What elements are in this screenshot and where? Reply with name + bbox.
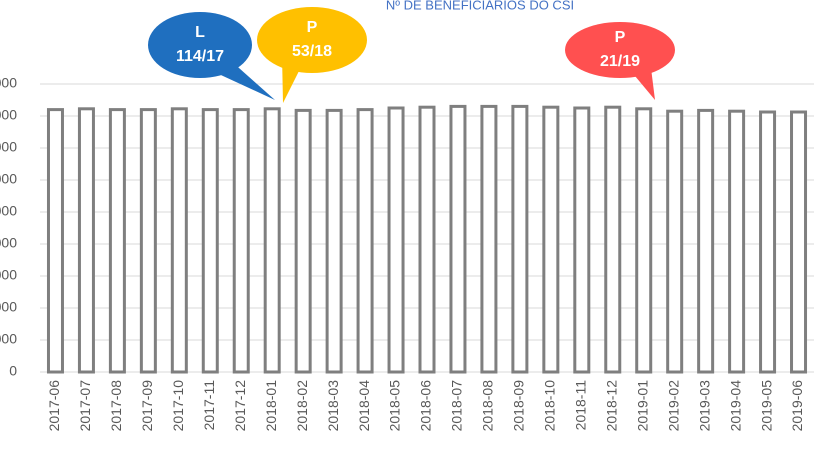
x-tick-label: 2018-11 <box>573 380 589 431</box>
y-tick-label: 0 <box>9 363 17 379</box>
x-tick-label: 2018-05 <box>387 380 403 432</box>
y-tick-label: 100 000 <box>0 203 17 219</box>
x-tick-label: 2018-09 <box>511 380 527 432</box>
bar <box>542 105 560 374</box>
bar <box>573 106 591 374</box>
y-tick-label: 140 000 <box>0 139 17 155</box>
x-tick-label: 2019-05 <box>758 380 774 432</box>
x-tick-label: 2018-04 <box>356 380 372 432</box>
bar <box>139 108 157 374</box>
bar <box>356 108 374 374</box>
x-tick-label: 2018-02 <box>294 380 310 432</box>
bar <box>604 105 622 374</box>
x-tick-label: 2017-07 <box>77 380 93 432</box>
bar <box>666 109 684 374</box>
bar <box>418 105 436 374</box>
x-tick-label: 2017-12 <box>232 380 248 432</box>
y-tick-label: 20 000 <box>0 331 17 347</box>
x-tick-label: 2018-12 <box>603 380 619 432</box>
x-tick-label: 2017-06 <box>46 380 62 432</box>
bar <box>170 107 188 374</box>
bar <box>46 108 64 374</box>
x-tick-label: 2017-08 <box>108 380 124 432</box>
y-tick-label: 60 000 <box>0 267 17 283</box>
chart-title: Nº DE BENEFICIÁRIOS DO CSI <box>386 0 574 12</box>
callout-bubble <box>257 7 367 73</box>
bar <box>387 106 405 374</box>
bar <box>511 104 529 374</box>
x-tick-label: 2019-06 <box>789 380 805 432</box>
x-tick-label: 2017-11 <box>201 380 217 431</box>
callout: P 21/19 <box>565 22 675 100</box>
x-tick-label: 2018-03 <box>325 380 341 432</box>
bar <box>759 110 777 374</box>
y-tick-label: 40 000 <box>0 299 17 315</box>
callout-title: P <box>615 29 626 46</box>
callout-bubble <box>565 22 675 78</box>
y-tick-label: 180 000 <box>0 75 17 91</box>
x-tick-label: 2019-02 <box>665 380 681 432</box>
bar <box>325 108 343 374</box>
bar <box>263 107 281 374</box>
y-tick-label: 80 000 <box>0 235 17 251</box>
x-tick-label: 2017-10 <box>170 380 186 432</box>
x-tick-label: 2018-06 <box>418 380 434 432</box>
bar <box>294 108 312 374</box>
x-tick-label: 2018-07 <box>449 380 465 432</box>
bar <box>108 108 126 374</box>
callout-text: 53/18 <box>292 43 332 60</box>
callout: P 53/18 <box>257 7 367 103</box>
bar <box>790 110 808 374</box>
x-tick-label: 2019-01 <box>634 380 650 432</box>
bar <box>201 108 219 374</box>
bar <box>635 107 653 374</box>
bar <box>449 104 467 374</box>
callout-text: 21/19 <box>600 53 640 70</box>
x-tick-label: 2019-04 <box>727 380 743 432</box>
x-tick-label: 2017-09 <box>139 380 155 432</box>
callout-title: L <box>195 24 205 41</box>
x-tick-label: 2018-01 <box>263 380 279 432</box>
callout: L 114/17 <box>148 12 275 100</box>
bar <box>77 107 95 374</box>
x-tick-label: 2018-08 <box>480 380 496 432</box>
callout-bubble <box>148 12 252 78</box>
y-tick-label: 120 000 <box>0 171 17 187</box>
x-tick-label: 2018-10 <box>542 380 558 432</box>
bar <box>480 104 498 374</box>
callout-text: 114/17 <box>176 48 224 65</box>
y-tick-label: 160 000 <box>0 107 17 123</box>
bar <box>728 109 746 374</box>
callout-title: P <box>307 19 318 36</box>
bar <box>697 108 715 374</box>
bar <box>232 108 250 374</box>
x-tick-label: 2019-03 <box>696 380 712 432</box>
